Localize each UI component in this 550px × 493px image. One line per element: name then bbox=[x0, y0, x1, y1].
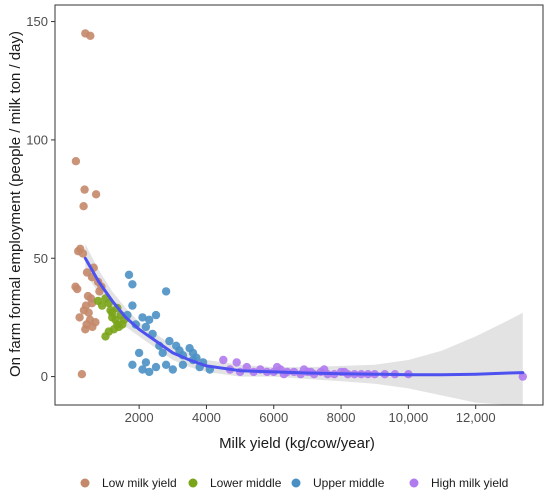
data-point bbox=[219, 355, 228, 365]
data-point bbox=[151, 362, 161, 372]
data-point bbox=[91, 190, 101, 199]
plot-border bbox=[54, 4, 544, 406]
y-tick-label: 50 bbox=[34, 251, 48, 266]
y-axis: 0 50 100 150 bbox=[26, 14, 55, 384]
legend-label: Low milk yield bbox=[102, 476, 177, 490]
data-point bbox=[168, 365, 177, 374]
legend-label: Upper middle bbox=[313, 476, 385, 490]
legend-label: Lower middle bbox=[210, 476, 282, 490]
data-point bbox=[141, 358, 151, 367]
y-tick-label: 100 bbox=[26, 132, 48, 147]
legend-item: High milk yield bbox=[409, 476, 508, 490]
data-point bbox=[80, 185, 89, 194]
data-point bbox=[134, 348, 144, 358]
data-point bbox=[124, 270, 134, 279]
legend-swatch bbox=[409, 478, 419, 488]
data-point bbox=[178, 360, 188, 369]
legend-item: Low milk yield bbox=[80, 476, 177, 490]
x-tick-label: 2000 bbox=[125, 410, 154, 425]
confidence-band bbox=[85, 244, 523, 405]
legend-label: High milk yield bbox=[431, 476, 508, 490]
data-point bbox=[145, 367, 154, 377]
data-point bbox=[71, 157, 81, 166]
data-point bbox=[84, 308, 93, 317]
data-point bbox=[161, 360, 171, 369]
data-point bbox=[88, 322, 97, 332]
data-point bbox=[128, 360, 137, 369]
data-point bbox=[145, 315, 154, 324]
data-point bbox=[77, 370, 87, 379]
data-point bbox=[108, 308, 117, 317]
data-point bbox=[73, 284, 82, 294]
y-axis-title: On farm formal employment (people / milk… bbox=[7, 31, 24, 377]
data-point bbox=[272, 362, 282, 372]
x-axis: 2000 4000 6000 8000 10,000 12,000 bbox=[125, 405, 496, 425]
x-tick-label: 6000 bbox=[259, 410, 288, 425]
data-point bbox=[158, 348, 167, 358]
data-point bbox=[78, 249, 88, 258]
data-point bbox=[141, 322, 151, 332]
x-axis-title: Milk yield (kg/cow/year) bbox=[219, 435, 375, 452]
data-point bbox=[86, 31, 95, 40]
x-tick-label: 4000 bbox=[192, 410, 221, 425]
data-point bbox=[97, 301, 107, 310]
trend-line bbox=[83, 256, 525, 377]
legend-swatch bbox=[80, 478, 90, 488]
y-tick-label: 0 bbox=[41, 369, 48, 384]
plot-area bbox=[54, 4, 544, 406]
x-tick-label: 12,000 bbox=[456, 410, 496, 425]
data-point bbox=[75, 313, 84, 322]
data-point bbox=[138, 313, 147, 322]
data-point bbox=[165, 336, 174, 346]
data-point bbox=[151, 310, 161, 320]
data-point bbox=[128, 280, 137, 289]
legend-item: Upper middle bbox=[291, 476, 385, 490]
data-point bbox=[320, 365, 329, 374]
legend-swatch bbox=[188, 478, 198, 488]
data-point bbox=[81, 325, 90, 334]
data-point bbox=[232, 358, 241, 367]
legend-swatch bbox=[291, 478, 301, 488]
data-point bbox=[138, 365, 147, 374]
x-tick-label: 10,000 bbox=[388, 410, 428, 425]
data-point bbox=[518, 372, 527, 381]
data-point bbox=[79, 202, 88, 211]
y-tick-label: 150 bbox=[26, 14, 48, 29]
data-point bbox=[242, 362, 251, 372]
x-tick-label: 8000 bbox=[327, 410, 356, 425]
legend-item: Lower middle bbox=[188, 476, 282, 490]
data-point bbox=[101, 332, 110, 341]
data-point bbox=[128, 301, 137, 310]
data-point bbox=[161, 287, 171, 296]
legend: Low milk yield Lower middle Upper middle Hi… bbox=[80, 476, 508, 490]
